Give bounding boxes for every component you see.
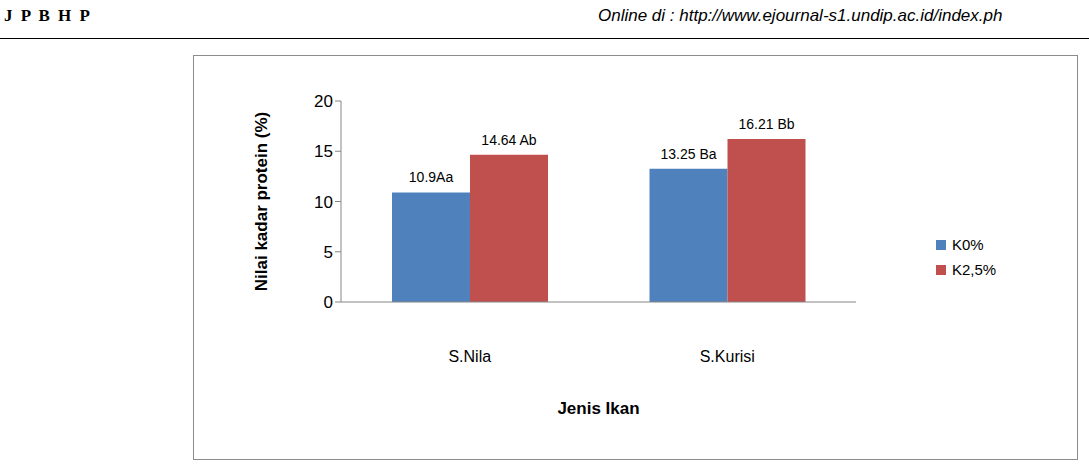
html-text:K0%: K0% bbox=[952, 236, 984, 253]
html-text:K2,5%: K2,5% bbox=[952, 261, 997, 278]
html-text:J P B H P: J P B H P bbox=[4, 6, 92, 25]
svg-text:13.25 Ba: 13.25 Ba bbox=[660, 146, 716, 162]
svg-text:15: 15 bbox=[314, 142, 333, 161]
html-text:Online di : http://www.ejourna: Online di : http://www.ejournal-s1.undip… bbox=[598, 6, 1003, 25]
svg-text:Nilai kadar protein (%): Nilai kadar protein (%) bbox=[252, 112, 271, 291]
svg-text:Jenis Ikan: Jenis Ikan bbox=[557, 399, 639, 418]
svg-text:S.Kurisi: S.Kurisi bbox=[700, 348, 755, 365]
svg-text:10.9Aa: 10.9Aa bbox=[409, 169, 454, 185]
svg-text:20: 20 bbox=[314, 92, 333, 111]
svg-text:S.Nila: S.Nila bbox=[448, 348, 491, 365]
svg-text:10: 10 bbox=[314, 193, 333, 212]
svg-text:16.21 Bb: 16.21 Bb bbox=[738, 116, 794, 132]
svg-text:5: 5 bbox=[324, 243, 333, 262]
svg-text:14.64 Ab: 14.64 Ab bbox=[481, 132, 536, 148]
svg-text:0: 0 bbox=[324, 293, 333, 312]
